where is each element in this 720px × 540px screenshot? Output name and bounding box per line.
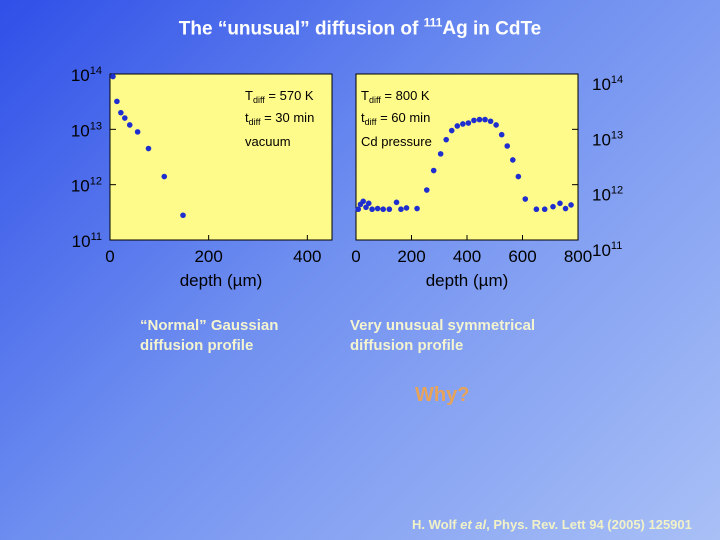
title-prefix: The “unusual” diffusion of bbox=[178, 18, 424, 40]
citation-rest: , Phys. Rev. Lett 94 (2005) 125901 bbox=[486, 517, 692, 532]
data-point bbox=[443, 136, 449, 143]
question-text: Why? bbox=[415, 384, 470, 406]
data-point bbox=[360, 198, 367, 205]
x-tick-label: 0 bbox=[105, 247, 114, 266]
data-point bbox=[533, 206, 540, 213]
data-point bbox=[471, 117, 477, 124]
y-tick-label: 1011 bbox=[72, 231, 102, 251]
annotation-temperature: Tdiff = 570 K bbox=[245, 88, 314, 105]
caption-left: “Normal” Gaussian diffusion profile bbox=[140, 317, 279, 354]
data-point bbox=[355, 206, 362, 213]
y-tick-label: 1012 bbox=[71, 176, 102, 196]
x-tick-label: 0 bbox=[351, 247, 360, 266]
title-suffix: in CdTe bbox=[467, 18, 542, 40]
data-point bbox=[145, 145, 152, 152]
data-point bbox=[465, 120, 472, 126]
data-point bbox=[454, 123, 461, 129]
y-tick-label: 1014 bbox=[592, 74, 623, 94]
x-tick-label: 600 bbox=[508, 247, 536, 266]
data-point bbox=[110, 73, 116, 80]
citation-etal: et al bbox=[460, 517, 487, 532]
x-tick-label: 200 bbox=[194, 247, 222, 266]
chart-left: 0 200 400 depth (µm) 1014 1013 1012 1011 Tdiff =… bbox=[71, 65, 333, 290]
annotation-time: tdiff = 60 min bbox=[361, 110, 430, 127]
data-point bbox=[493, 122, 499, 128]
x-axis-label: depth (µm) bbox=[426, 271, 509, 290]
data-point bbox=[541, 206, 548, 213]
data-point bbox=[430, 167, 437, 174]
annotation-atmosphere: Cd pressure bbox=[361, 134, 432, 149]
data-point bbox=[522, 196, 529, 202]
y-tick-label: 1011 bbox=[592, 240, 622, 260]
x-tick-label: 400 bbox=[293, 247, 321, 266]
data-point bbox=[557, 200, 563, 207]
annotation-temperature: Tdiff = 800 K bbox=[361, 88, 430, 105]
data-point bbox=[515, 173, 522, 180]
x-tick-label: 800 bbox=[564, 247, 592, 266]
title-isotope-mass: 111 bbox=[423, 16, 443, 30]
slide-title: The “unusual” diffusion of 111Ag in CdTe bbox=[0, 16, 720, 40]
data-point bbox=[498, 131, 505, 138]
data-point bbox=[180, 212, 186, 219]
title-element: Ag bbox=[442, 18, 468, 40]
data-point bbox=[365, 200, 372, 207]
data-point bbox=[393, 199, 400, 206]
citation-authors: H. Wolf bbox=[412, 517, 461, 532]
data-point bbox=[504, 143, 511, 149]
data-point bbox=[386, 206, 393, 213]
data-point bbox=[380, 206, 386, 213]
data-point bbox=[423, 187, 430, 193]
data-point bbox=[550, 203, 556, 210]
data-point bbox=[398, 206, 404, 213]
data-point bbox=[509, 157, 516, 163]
data-point bbox=[568, 202, 574, 208]
data-point bbox=[126, 122, 133, 128]
title-isotope: 111Ag bbox=[423, 16, 468, 40]
data-point bbox=[369, 206, 375, 213]
x-tick-label: 200 bbox=[397, 247, 425, 266]
data-point bbox=[134, 129, 141, 135]
data-point bbox=[114, 98, 120, 105]
data-point bbox=[118, 109, 124, 116]
data-point bbox=[448, 127, 455, 134]
x-tick-label: 400 bbox=[453, 247, 481, 266]
chart-right: 0 200 400 600 800 depth (µm) 1014 1013 1012 1011 T… bbox=[351, 73, 623, 290]
plot-area bbox=[355, 73, 579, 241]
annotation-time: tdiff = 30 min bbox=[245, 110, 314, 127]
y-tick-label: 1013 bbox=[71, 120, 102, 140]
data-point bbox=[161, 173, 168, 180]
data-point bbox=[460, 121, 466, 127]
y-tick-label: 1014 bbox=[71, 65, 102, 85]
data-point bbox=[482, 116, 488, 123]
data-point bbox=[414, 205, 420, 212]
caption-right: Very unusual symmetrical diffusion profi… bbox=[350, 317, 536, 354]
y-tick-label: 1013 bbox=[592, 129, 623, 149]
data-point bbox=[122, 115, 128, 121]
x-axis-label: depth (µm) bbox=[180, 271, 263, 290]
data-point bbox=[476, 116, 483, 123]
plot-area bbox=[109, 73, 333, 241]
annotation-atmosphere: vacuum bbox=[245, 134, 291, 149]
data-point bbox=[363, 204, 369, 211]
data-point bbox=[562, 205, 569, 212]
data-point bbox=[437, 151, 444, 157]
data-point bbox=[487, 118, 494, 125]
data-point bbox=[374, 205, 381, 212]
y-tick-label: 1012 bbox=[592, 185, 623, 205]
citation: H. Wolf et al, Phys. Rev. Lett 94 (2005)… bbox=[412, 517, 692, 532]
data-point bbox=[403, 205, 410, 211]
